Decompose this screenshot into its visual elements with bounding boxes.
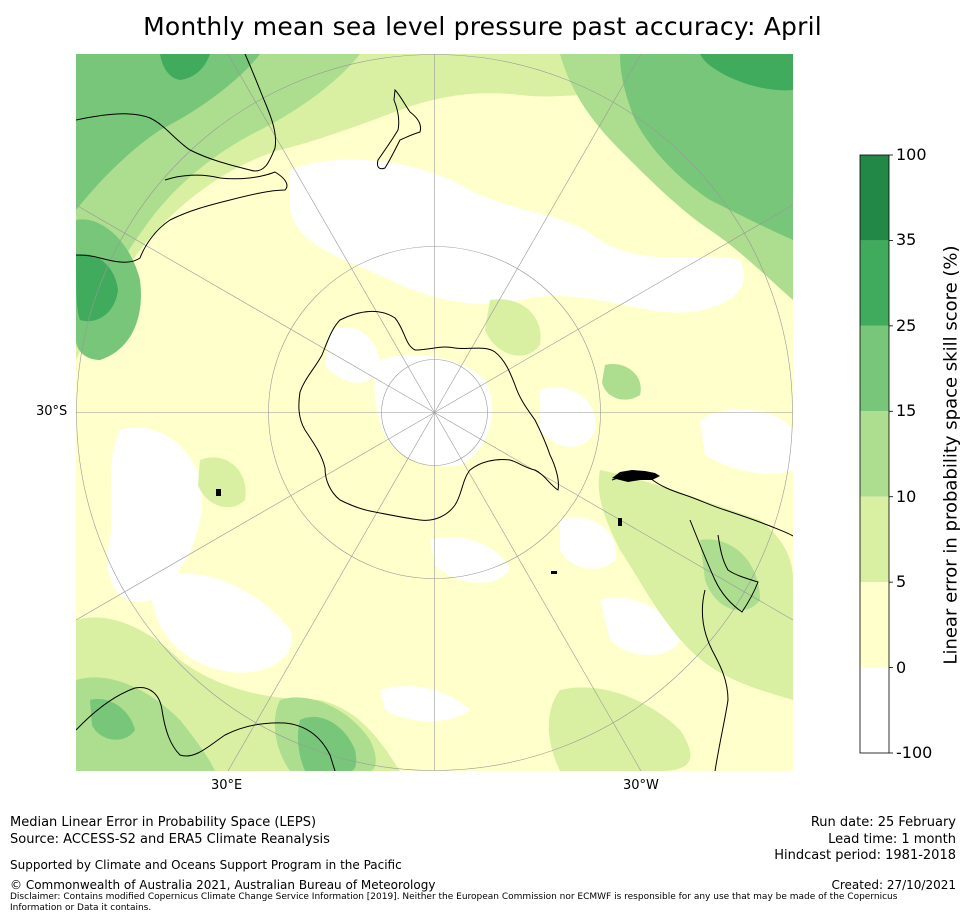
- skill-patch-15-25: [76, 54, 260, 210]
- skill-patch-white: [700, 409, 793, 475]
- skill-patch-25-35: [160, 54, 210, 80]
- australia-coastline: [76, 54, 277, 172]
- footer-method: Median Linear Error in Probability Space…: [10, 815, 317, 830]
- lon-label-30e: 30°E: [211, 778, 243, 793]
- skill-patch-white: [290, 159, 744, 313]
- skill-patch-white: [380, 686, 470, 722]
- colorbar-segment: [860, 411, 889, 497]
- meridian-line: [434, 204, 793, 413]
- colorbar-segment: [860, 582, 889, 668]
- island-marker: [618, 518, 622, 526]
- skill-patch-white: [600, 597, 680, 655]
- new-zealand-coastline: [377, 88, 421, 170]
- footer-copyright: © Commonwealth of Australia 2021, Austra…: [10, 878, 436, 892]
- skill-patch-white: [325, 327, 380, 383]
- map-area: [76, 54, 793, 771]
- footer-created: Created: 27/10/2021: [831, 878, 956, 892]
- footer-hindcast: Hindcast period: 1981-2018: [774, 848, 956, 863]
- footer-disclaimer-line2: Information or Data it contains.: [10, 903, 152, 913]
- footer-lead-time: Lead time: 1 month: [828, 832, 956, 847]
- skill-patch-white: [150, 573, 292, 673]
- colorbar-tick-label: 10: [896, 486, 917, 506]
- africa-coastline: [76, 686, 336, 771]
- colorbar-label: Linear error in probability space skill …: [940, 245, 962, 665]
- colorbar-tick-label: 100: [896, 145, 927, 164]
- graticule: [76, 54, 793, 771]
- meridian-line: [227, 412, 435, 771]
- colorbar-segment: [860, 496, 889, 583]
- coastlines: [76, 54, 793, 771]
- footer-source: Source: ACCESS-S2 and ERA5 Climate Reana…: [10, 832, 330, 847]
- skill-patch-white: [540, 387, 596, 447]
- skill-patch-white: [430, 536, 510, 583]
- skill-patch-5-10: [198, 457, 246, 508]
- south-america-coastline: [701, 589, 729, 771]
- meridian-line: [434, 412, 793, 621]
- australia-coastline: [76, 171, 288, 263]
- skill-patch-white: [560, 517, 616, 569]
- skill-patch-5-10: [598, 470, 793, 700]
- footer-run-date: Run date: 25 February: [810, 815, 956, 830]
- colorbar-tick-label: 5: [896, 572, 907, 592]
- colorbar-tick-label: 35: [896, 230, 917, 250]
- colorbar-frame: [859, 154, 890, 754]
- lon-label-30w: 30°W: [623, 778, 659, 793]
- colorbar-tick-label: -100: [896, 743, 933, 762]
- meridian-line: [76, 412, 435, 621]
- footer-support: Supported by Climate and Oceans Support …: [10, 858, 402, 872]
- skill-patch-5-10: [485, 299, 541, 356]
- skill-patch-15-25: [90, 699, 135, 740]
- colorbar-tick-label: 25: [896, 315, 917, 335]
- island-marker: [551, 571, 557, 574]
- colorbar-segment: [860, 155, 889, 241]
- lat-label-30s: 30°S: [36, 404, 68, 419]
- skill-patch-10-15: [700, 539, 760, 611]
- colorbar-segment: [860, 325, 889, 412]
- skill-patch-15-25: [297, 716, 357, 771]
- colorbar-segment: [860, 667, 889, 753]
- island-marker: [216, 489, 221, 496]
- skill-patch-10-15: [602, 364, 641, 400]
- meridian-line: [76, 204, 435, 413]
- colorbar-tick-label: 0: [896, 657, 907, 677]
- skill-patch-15-25: [620, 54, 793, 240]
- tierra-del-fuego-coastline: [612, 470, 660, 482]
- meridian-line: [227, 54, 435, 413]
- colorbar-tick-label: 15: [896, 401, 917, 421]
- skill-patch-5-10: [548, 687, 691, 771]
- footer-disclaimer-line1: Disclaimer: Contains modified Copernicus…: [10, 892, 898, 902]
- skill-patch-25-35: [700, 54, 793, 91]
- south-america-coastline: [689, 519, 759, 613]
- skill-patch-25-35: [76, 254, 118, 322]
- skill-patch-white: [107, 427, 202, 602]
- colorbar: [859, 154, 893, 754]
- antarctica-coastline: [298, 311, 559, 521]
- colorbar-segment: [860, 240, 889, 326]
- map-title: Monthly mean sea level pressure past acc…: [143, 12, 822, 41]
- meridian-line: [434, 54, 642, 413]
